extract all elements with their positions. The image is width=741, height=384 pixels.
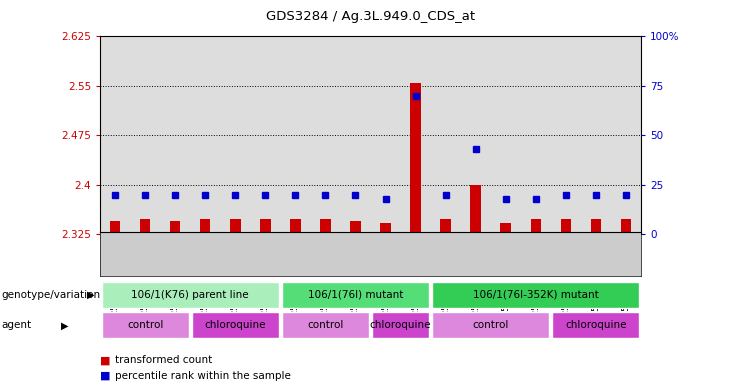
Text: chloroquine: chloroquine bbox=[370, 320, 431, 331]
Bar bbox=[102, 282, 279, 308]
Bar bbox=[110, 221, 120, 234]
Text: chloroquine: chloroquine bbox=[205, 320, 266, 331]
Text: control: control bbox=[308, 320, 344, 331]
Text: ■: ■ bbox=[100, 355, 110, 365]
Bar bbox=[260, 219, 270, 234]
Text: percentile rank within the sample: percentile rank within the sample bbox=[115, 371, 290, 381]
Text: genotype/variation: genotype/variation bbox=[1, 290, 101, 300]
Text: ▶: ▶ bbox=[61, 320, 68, 331]
Bar bbox=[552, 313, 639, 338]
Bar bbox=[561, 219, 571, 234]
Text: chloroquine: chloroquine bbox=[565, 320, 627, 331]
Bar bbox=[230, 219, 241, 234]
Text: ■: ■ bbox=[100, 371, 110, 381]
Text: control: control bbox=[473, 320, 509, 331]
Bar bbox=[282, 313, 369, 338]
Bar bbox=[372, 313, 429, 338]
Text: 106/1(K76) parent line: 106/1(K76) parent line bbox=[131, 290, 249, 300]
Bar bbox=[200, 219, 210, 234]
Text: ▶: ▶ bbox=[87, 290, 95, 300]
Bar bbox=[531, 219, 541, 234]
Bar bbox=[320, 219, 330, 234]
Bar bbox=[170, 221, 180, 234]
Text: agent: agent bbox=[1, 320, 32, 331]
Bar bbox=[500, 223, 511, 234]
Text: control: control bbox=[127, 320, 163, 331]
Bar bbox=[432, 282, 639, 308]
Bar bbox=[411, 83, 421, 234]
Bar bbox=[282, 282, 429, 308]
Text: 106/1(76I) mutant: 106/1(76I) mutant bbox=[308, 290, 403, 300]
Bar bbox=[380, 223, 391, 234]
Bar bbox=[471, 185, 481, 234]
Bar bbox=[102, 313, 189, 338]
Bar bbox=[140, 219, 150, 234]
Bar bbox=[192, 313, 279, 338]
Bar bbox=[591, 219, 601, 234]
Bar bbox=[440, 219, 451, 234]
Text: GDS3284 / Ag.3L.949.0_CDS_at: GDS3284 / Ag.3L.949.0_CDS_at bbox=[266, 10, 475, 23]
Bar bbox=[350, 221, 361, 234]
Bar bbox=[621, 219, 631, 234]
Bar bbox=[290, 219, 301, 234]
Text: 106/1(76I-352K) mutant: 106/1(76I-352K) mutant bbox=[473, 290, 599, 300]
Text: transformed count: transformed count bbox=[115, 355, 212, 365]
Bar bbox=[432, 313, 549, 338]
